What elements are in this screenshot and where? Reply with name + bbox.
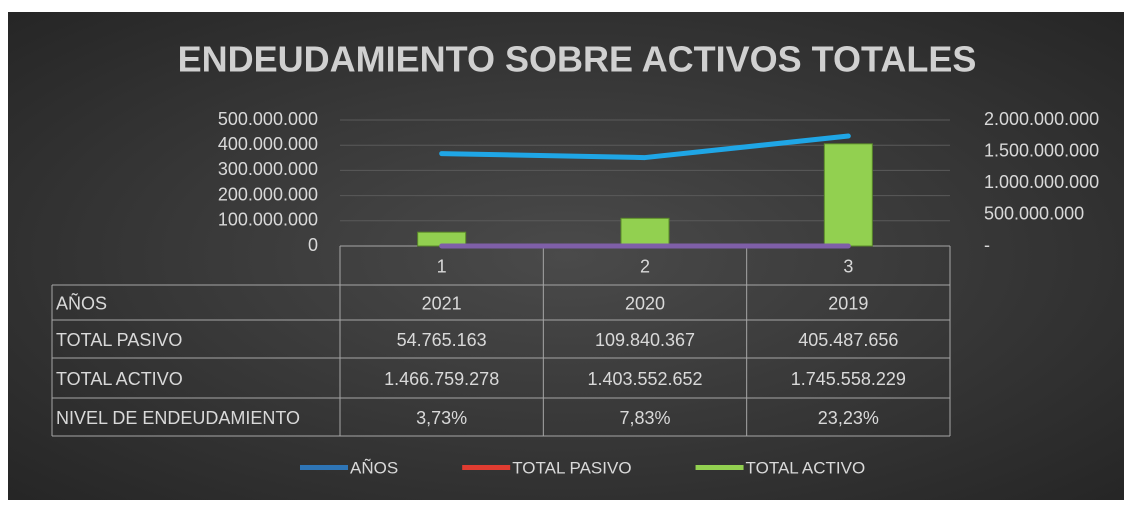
table-row-label: TOTAL PASIVO [56,330,182,350]
y2-tick-label: - [984,235,990,255]
bar [620,217,670,247]
legend-swatch [300,465,348,470]
legend-label: AÑOS [350,458,398,477]
y-tick-label: 300.000.000 [218,159,318,179]
y2-tick-label: 1.000.000.000 [984,172,1099,192]
x-tick-label: 3 [843,256,853,276]
table-cell: 1.466.759.278 [384,369,499,389]
y2-tick-label: 2.000.000.000 [984,109,1099,129]
table-cell: 3,73% [416,408,467,428]
y-tick-label: 200.000.000 [218,184,318,204]
table-cell: 54.765.163 [397,330,487,350]
y2-tick-label: 1.500.000.000 [984,140,1099,160]
y-tick-label: 500.000.000 [218,109,318,129]
table-row-label: AÑOS [56,292,107,313]
legend-swatch [695,465,744,470]
x-tick-label: 2 [640,256,650,276]
y-tick-label: 100.000.000 [218,210,318,230]
legend-swatch [462,465,511,470]
table-row-label: TOTAL ACTIVO [56,369,183,389]
legend-label: TOTAL ACTIVO [746,458,866,477]
bar [823,143,873,247]
table-cell: 405.487.656 [798,330,898,350]
table-cell: 2020 [625,293,665,313]
chart-title: ENDEUDAMIENTO SOBRE ACTIVOS TOTALES [178,39,977,80]
table-cell: 1.403.552.652 [587,369,702,389]
x-tick-label: 1 [437,256,447,276]
table-cell: 2021 [422,293,462,313]
chart-background [8,12,1124,500]
table-cell: 23,23% [818,408,879,428]
y-tick-label: 400.000.000 [218,134,318,154]
table-row-label: NIVEL DE ENDEUDAMIENTO [56,408,300,428]
y-tick-label: 0 [308,235,318,255]
y2-tick-label: 500.000.000 [984,203,1084,223]
table-cell: 2019 [828,293,868,313]
table-cell: 109.840.367 [595,330,695,350]
line-series [439,133,851,161]
legend-label: TOTAL PASIVO [512,458,631,477]
table-cell: 1.745.558.229 [791,369,906,389]
table-cell: 7,83% [619,408,670,428]
